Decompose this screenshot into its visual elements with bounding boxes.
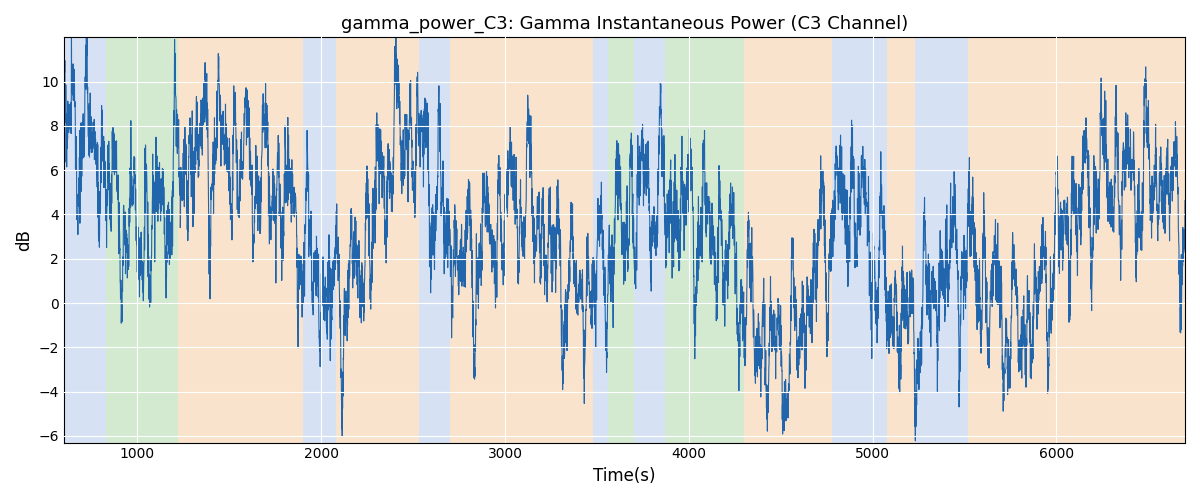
Bar xyxy=(302,38,336,442)
Bar xyxy=(419,38,450,442)
Title: gamma_power_C3: Gamma Instantaneous Power (C3 Channel): gamma_power_C3: Gamma Instantaneous Powe… xyxy=(341,15,908,34)
Bar xyxy=(634,38,665,442)
Bar xyxy=(336,38,419,442)
Bar xyxy=(178,38,302,442)
Bar xyxy=(665,38,744,442)
Bar xyxy=(968,38,1184,442)
Bar xyxy=(608,38,634,442)
Bar xyxy=(64,38,106,442)
Bar xyxy=(887,38,914,442)
Bar xyxy=(106,38,178,442)
Bar xyxy=(450,38,593,442)
Bar xyxy=(914,38,968,442)
X-axis label: Time(s): Time(s) xyxy=(593,467,655,485)
Bar xyxy=(832,38,887,442)
Bar xyxy=(593,38,608,442)
Bar xyxy=(744,38,832,442)
Y-axis label: dB: dB xyxy=(14,229,34,251)
